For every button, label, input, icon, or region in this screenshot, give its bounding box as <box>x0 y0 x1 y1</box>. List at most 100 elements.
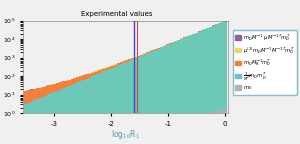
Bar <box>123 128 125 144</box>
Bar <box>91 73 94 76</box>
Bar <box>146 53 148 124</box>
Bar <box>94 134 97 144</box>
Bar <box>56 91 59 141</box>
Text: Experimental values: Experimental values <box>81 11 153 17</box>
Bar <box>68 80 70 86</box>
Bar <box>146 124 148 144</box>
Bar <box>74 78 76 84</box>
Bar <box>140 125 143 144</box>
Bar <box>111 131 114 144</box>
Bar <box>148 124 152 144</box>
Bar <box>169 120 172 144</box>
Bar <box>203 113 206 144</box>
Bar <box>195 33 198 115</box>
Bar <box>125 128 128 144</box>
Bar <box>94 72 97 75</box>
Bar <box>79 81 82 137</box>
Bar <box>111 65 114 66</box>
Bar <box>206 113 209 144</box>
Bar <box>120 129 122 144</box>
Bar <box>45 143 47 144</box>
Bar <box>36 99 39 144</box>
Bar <box>186 36 189 117</box>
Bar <box>114 67 117 130</box>
Bar <box>117 129 120 144</box>
Bar <box>105 67 108 68</box>
Bar <box>65 139 68 144</box>
Bar <box>134 58 137 126</box>
Bar <box>128 59 131 61</box>
Bar <box>152 123 154 144</box>
Bar <box>200 114 203 144</box>
Bar <box>53 92 56 141</box>
Bar <box>108 66 111 67</box>
Bar <box>62 140 65 144</box>
Bar <box>39 98 42 144</box>
Bar <box>97 133 99 144</box>
Bar <box>189 35 192 116</box>
Bar <box>47 94 50 142</box>
Bar <box>192 115 195 144</box>
Bar <box>175 41 177 119</box>
Bar <box>157 122 160 144</box>
Bar <box>42 97 44 143</box>
Bar <box>117 65 120 129</box>
Bar <box>183 38 186 117</box>
Bar <box>74 84 76 138</box>
Bar <box>152 50 154 51</box>
Bar <box>85 79 88 135</box>
Bar <box>56 141 59 144</box>
Bar <box>169 43 172 44</box>
Bar <box>108 69 111 131</box>
Bar <box>50 93 53 142</box>
Bar <box>56 83 59 91</box>
Bar <box>91 76 94 134</box>
Bar <box>42 143 44 144</box>
Bar <box>177 118 180 144</box>
Bar <box>163 121 166 144</box>
Bar <box>74 138 76 144</box>
Bar <box>76 77 79 82</box>
Bar <box>177 40 180 118</box>
Bar <box>215 24 218 111</box>
Bar <box>45 96 47 143</box>
Bar <box>85 135 88 144</box>
Bar <box>183 117 186 144</box>
Bar <box>91 134 94 144</box>
Bar <box>154 50 157 123</box>
Bar <box>157 49 160 122</box>
Bar <box>59 82 62 90</box>
Bar <box>131 127 134 144</box>
Bar <box>209 112 212 144</box>
Bar <box>91 72 94 73</box>
Bar <box>102 68 105 69</box>
Bar <box>97 70 99 71</box>
Bar <box>152 51 154 123</box>
Bar <box>99 70 102 73</box>
Bar <box>88 135 91 144</box>
Bar <box>131 59 134 127</box>
Bar <box>65 81 68 87</box>
Bar <box>79 76 82 81</box>
Bar <box>114 64 117 65</box>
Bar <box>160 121 163 144</box>
Bar <box>140 56 143 125</box>
Bar <box>221 110 223 144</box>
Bar <box>50 142 53 144</box>
Bar <box>123 63 125 128</box>
Bar <box>218 111 221 144</box>
Bar <box>169 44 172 120</box>
Bar <box>183 37 186 38</box>
Bar <box>198 31 200 32</box>
Bar <box>42 87 44 97</box>
Bar <box>117 64 120 65</box>
Bar <box>120 64 122 129</box>
Bar <box>62 88 65 140</box>
Bar <box>97 71 99 74</box>
Bar <box>114 130 117 144</box>
Bar <box>137 56 140 57</box>
Bar <box>24 104 27 144</box>
Bar <box>175 119 177 144</box>
Bar <box>47 85 50 94</box>
Bar <box>203 29 206 113</box>
